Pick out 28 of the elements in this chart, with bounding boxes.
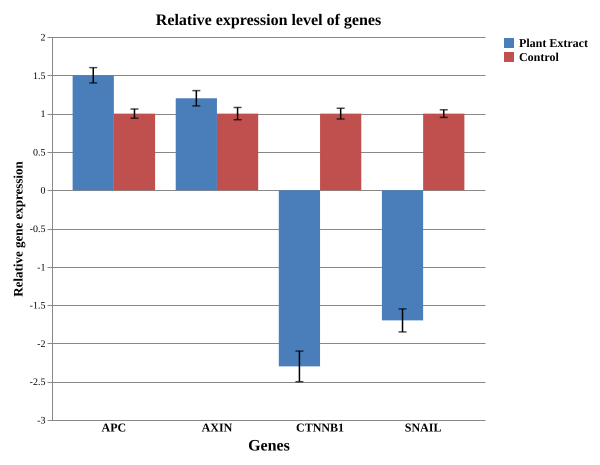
x-tick-label: APC — [102, 420, 126, 434]
x-tick-label: SNAIL — [404, 420, 442, 434]
bar — [320, 114, 362, 190]
y-tick-label: 1.5 — [33, 70, 46, 82]
bar — [114, 114, 156, 190]
y-tick-label: -1 — [37, 262, 46, 274]
y-tick-label: -3 — [37, 416, 46, 426]
y-tick-label: 1 — [40, 109, 46, 120]
x-tick-label: AXIN — [202, 420, 233, 434]
x-tick-label: CTNNB1 — [296, 420, 344, 434]
y-tick-label: -2 — [37, 338, 46, 350]
y-tick-label: 2 — [40, 32, 46, 44]
bar — [216, 114, 258, 190]
x-axis-title: Genes — [248, 438, 290, 454]
y-axis-title: Relative gene expression — [10, 160, 26, 297]
y-tick-label: -2.5 — [30, 377, 46, 388]
bar — [423, 114, 464, 190]
bar — [278, 190, 320, 366]
y-tick-label: -0.5 — [30, 224, 46, 235]
legend-label: Control — [519, 50, 560, 64]
chart-title: Relative expression level of genes — [156, 12, 382, 29]
bar — [382, 190, 424, 320]
bar — [176, 98, 217, 190]
y-tick-label: -1.5 — [30, 300, 46, 312]
bar — [72, 75, 114, 190]
y-tick-label: 0.5 — [33, 147, 46, 158]
legend-label: Plant Extract — [519, 36, 588, 50]
y-tick-label: 0 — [40, 186, 46, 197]
